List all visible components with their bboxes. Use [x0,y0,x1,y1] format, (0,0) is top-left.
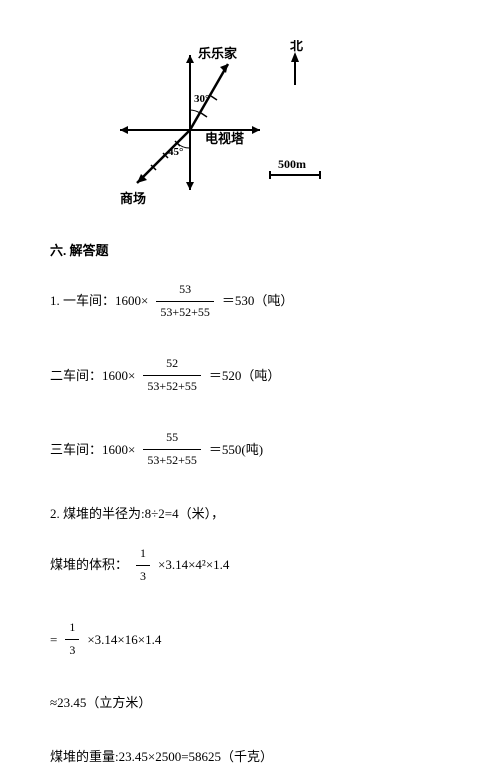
p1-line1-result: ＝530（吨） [222,289,294,312]
diagram-svg: 北 乐乐家 30° 电视塔 45° 商场 500m [90,40,350,210]
p2-radius: 2. 煤堆的半径为:8÷2=4（米）， [50,502,450,525]
p2-frac1: 1 3 [136,543,150,587]
p2-vol-expr1: ×3.14×4²×1.4 [158,553,229,576]
home-label: 乐乐家 [198,46,238,61]
p1-line3-prefix: 三车间：1600× [50,438,135,461]
p2-weight: 煤堆的重量:23.45×2500=58625（千克） [50,745,450,768]
direction-diagram: 北 乐乐家 30° 电视塔 45° 商场 500m [90,40,350,210]
p1-line2-prefix: 二车间：1600× [50,364,135,387]
p1-line2-result: ＝520（吨） [209,364,281,387]
p1-frac3: 55 53+52+55 [143,427,201,471]
p2-vol-expr2: ×3.14×16×1.4 [87,628,161,651]
p2-approx: ≈23.45（立方米） [50,691,450,714]
scale-label: 500m [278,157,306,171]
p1-workshop2: 二车间：1600× 52 53+52+55 ＝520（吨） [50,353,450,397]
p2-volume-line2: = 1 3 ×3.14×16×1.4 [50,617,450,661]
p1-frac2: 52 53+52+55 [143,353,201,397]
p2-eq: = [50,628,57,651]
p2-vol-label: 煤堆的体积： [50,553,128,576]
p2-volume-line1: 煤堆的体积： 1 3 ×3.14×4²×1.4 [50,543,450,587]
tower-label: 电视塔 [205,131,245,146]
p1-line3-result: ＝550(吨) [209,438,263,461]
angle30-label: 30° [194,93,209,105]
p1-workshop1: 1. 一车间：1600× 53 53+52+55 ＝530（吨） [50,279,450,323]
mall-label: 商场 [120,191,146,206]
north-label: 北 [290,40,303,53]
section-title: 六. 解答题 [50,240,450,259]
p2-frac2: 1 3 [65,617,79,661]
p1-line1-prefix: 1. 一车间：1600× [50,289,148,312]
p1-frac1: 53 53+52+55 [156,279,214,323]
angle45-label: 45° [168,146,183,158]
p1-workshop3: 三车间：1600× 55 53+52+55 ＝550(吨) [50,427,450,471]
